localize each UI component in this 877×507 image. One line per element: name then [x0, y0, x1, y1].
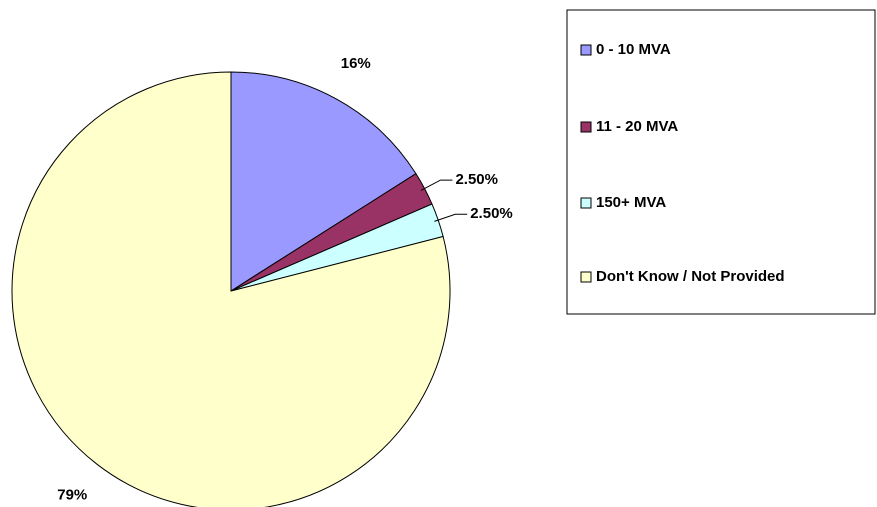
pie-slice	[11, 71, 451, 507]
data-label: 16%	[341, 55, 371, 72]
pie-slice	[230, 71, 417, 292]
data-label: 2.50%	[455, 171, 498, 188]
leader-line	[434, 213, 468, 222]
legend-swatch	[580, 121, 592, 133]
legend-label: Don't Know / Not Provided	[596, 268, 785, 285]
legend-swatch	[580, 44, 592, 56]
legend-label: 0 - 10 MVA	[596, 41, 671, 58]
legend-swatch	[580, 197, 592, 209]
data-label: 79%	[57, 487, 87, 504]
legend-swatch	[580, 271, 592, 283]
legend-box	[566, 9, 876, 315]
legend-label: 11 - 20 MVA	[596, 118, 678, 135]
legend-label: 150+ MVA	[596, 194, 666, 211]
leader-line	[420, 179, 453, 191]
data-label: 2.50%	[470, 205, 513, 222]
